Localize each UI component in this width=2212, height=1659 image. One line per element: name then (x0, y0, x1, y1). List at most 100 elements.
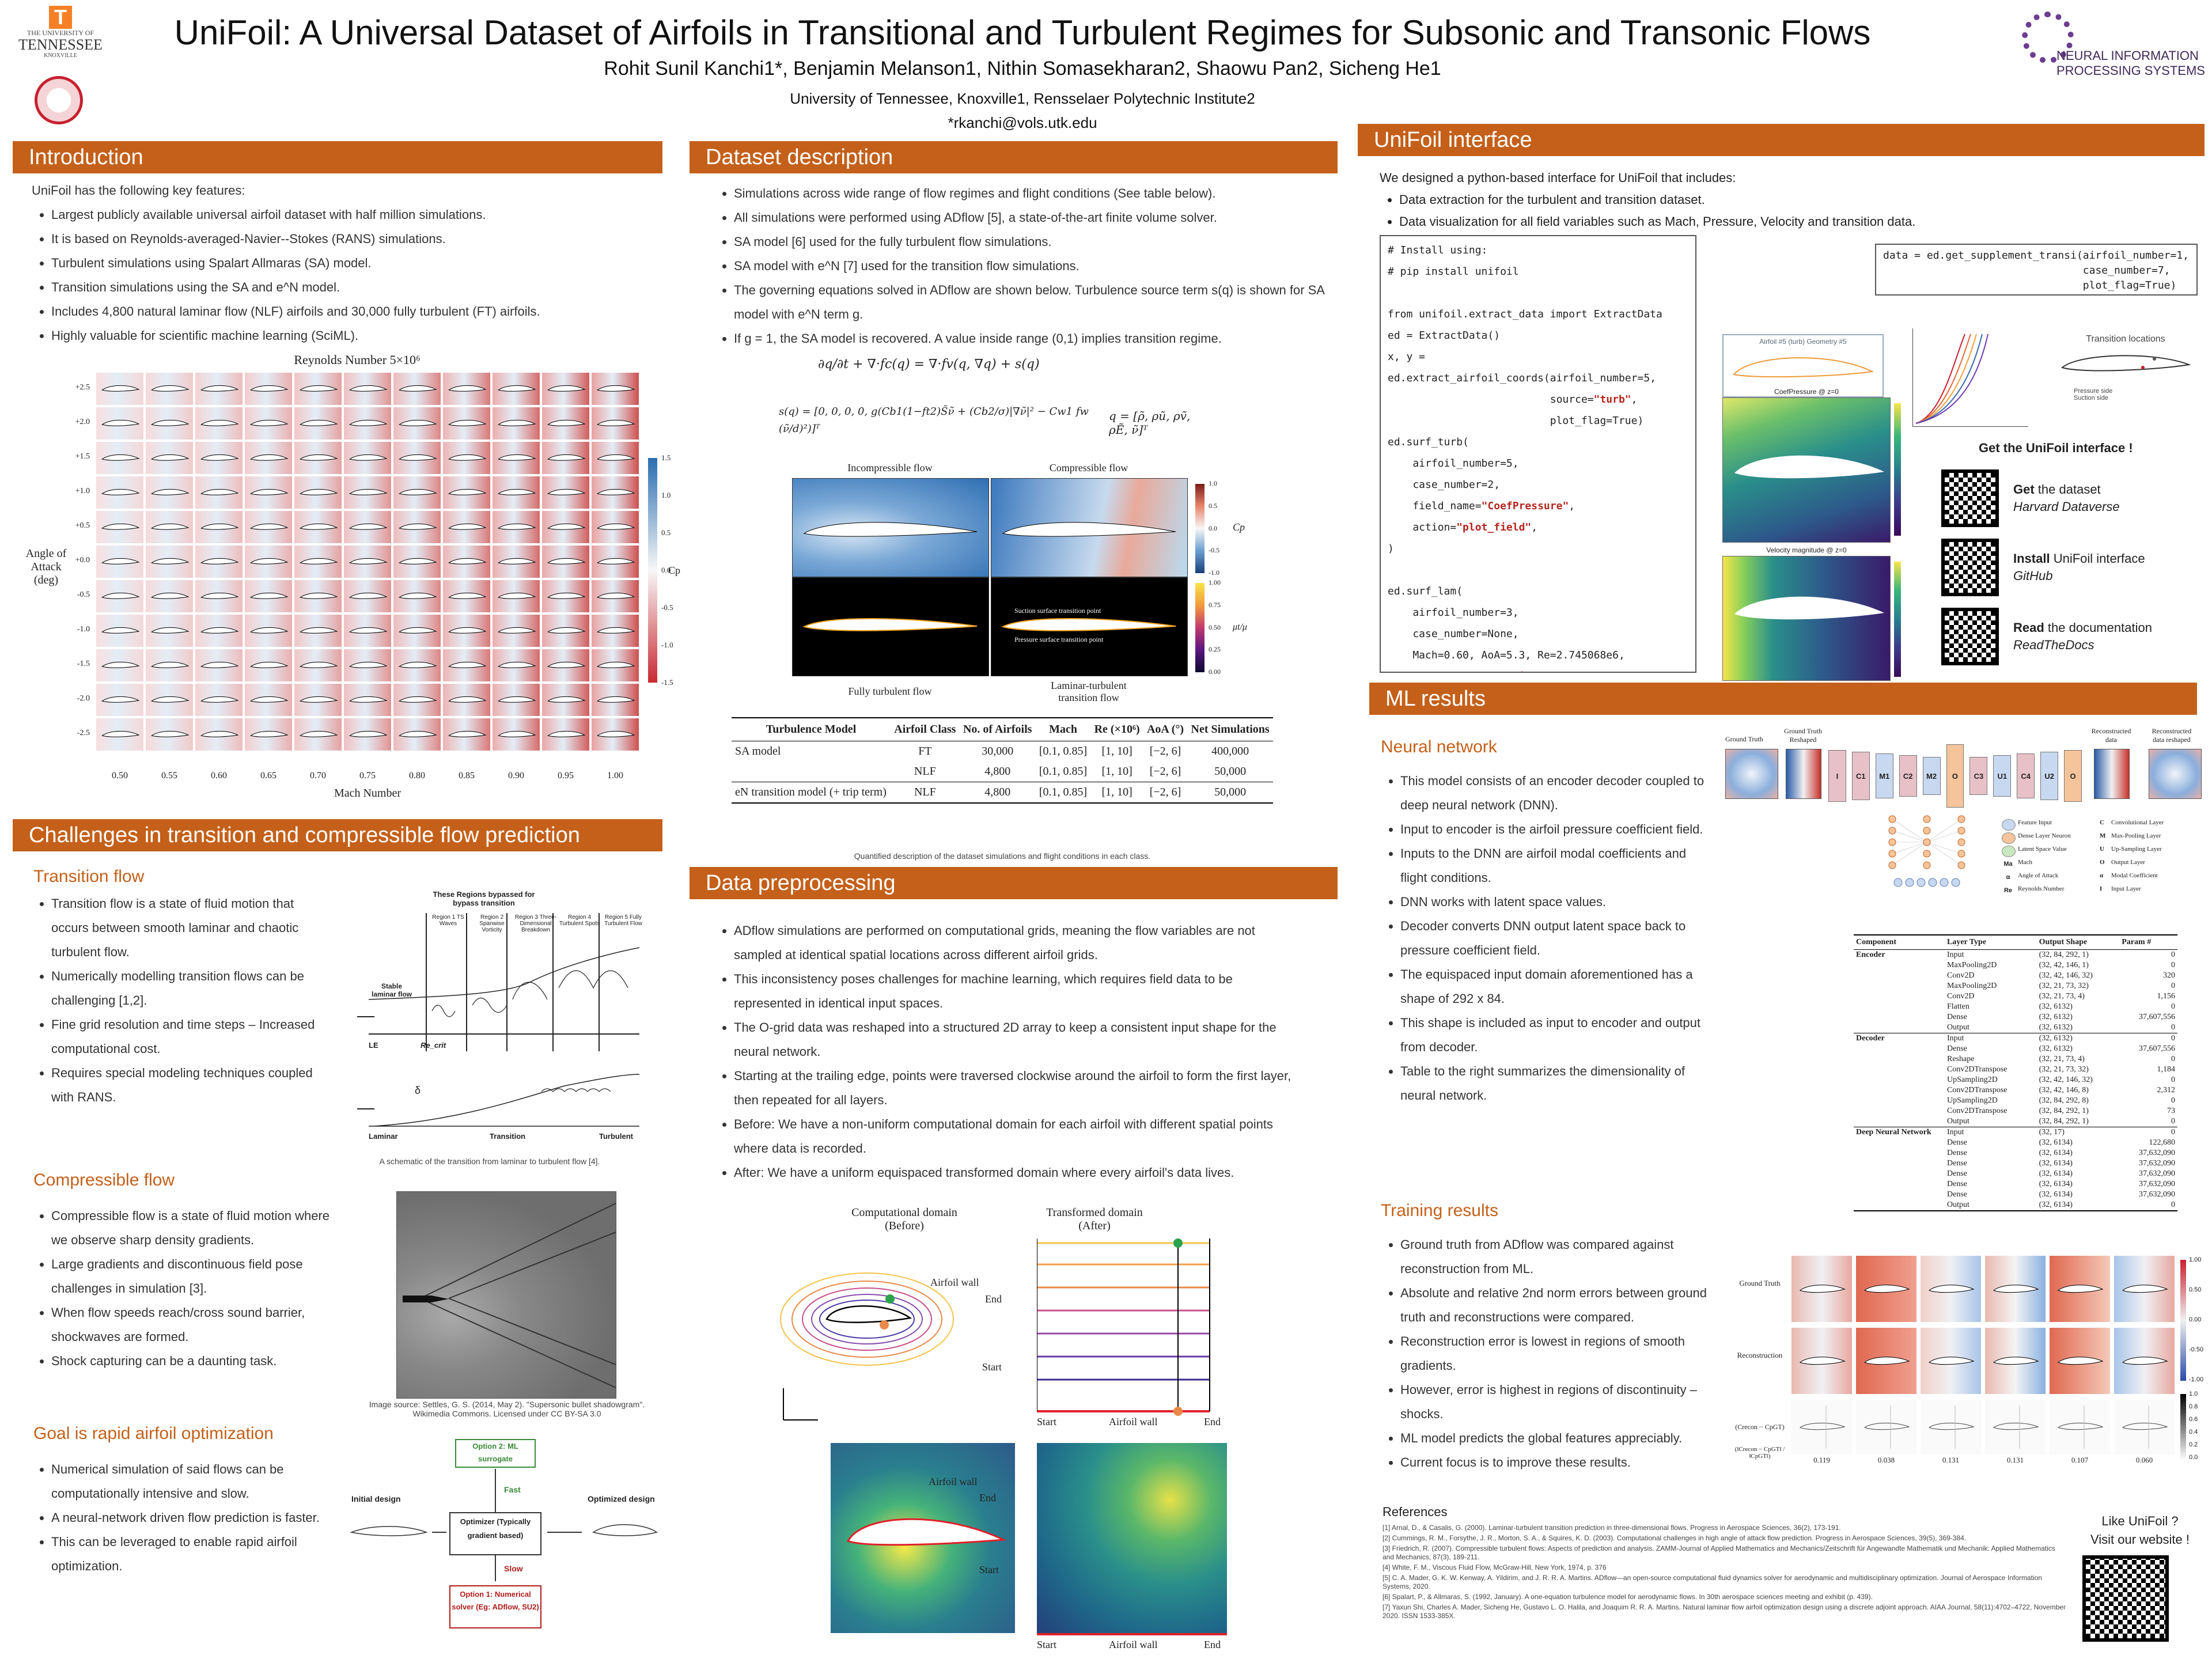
cp-grid-cell (443, 511, 490, 543)
flow-cbar-mu (1195, 583, 1205, 672)
arch-legend-label: Feature Input (2018, 819, 2052, 826)
cp-grid-cell (443, 476, 490, 509)
dataset-table: Turbulence Model Airfoil Class No. of Airf… (732, 717, 1273, 804)
interface-links: Get the dataset Harvard Dataverse Install … (1941, 469, 2195, 677)
code-line: x, y = (1388, 351, 1426, 363)
nn-table: Component Layer Type Output Shape Param # En… (1854, 934, 2177, 1211)
arch-recon-image (2094, 749, 2130, 799)
nn-table-component (1854, 1190, 1945, 1200)
rpi-seal (35, 76, 83, 124)
dataset-body: Simulations across wide range of flow re… (714, 181, 1336, 351)
res-error-cell (1856, 1400, 1916, 1455)
cp-grid-cell (294, 718, 342, 751)
cp-grid-cbar-ticks: 1.5 1.0 0.5 0.0 -0.5 -1.0 -1.5 (661, 453, 684, 687)
cp-grid-mach-label: 0.85 (459, 771, 475, 781)
nn-table-cell: 0 (2171, 961, 2175, 969)
nn-table-cell: Dense (1947, 1138, 1967, 1147)
nn-table-component (1854, 1158, 1945, 1169)
flow-cbar-tick: -0.5 (1209, 546, 1219, 555)
preprocessing-bullet: Before: We have a non-uniform computatio… (734, 1112, 1296, 1161)
interface-link-where: GitHub (2013, 569, 2053, 583)
interface-link-row[interactable]: Install UniFoil interface GitHub (1941, 539, 2195, 602)
cp-grid-cell (592, 476, 639, 509)
cp-grid-aoa-label: -1.0 (77, 625, 90, 634)
dataset-table-cell: 30,000 (982, 745, 1014, 757)
code-line: ) (1388, 543, 1394, 555)
transition-caption: A schematic of the transition from lamin… (379, 1157, 600, 1166)
res-row-label: Ground Truth (1739, 1279, 1781, 1287)
dataset-table-header: Mach (1049, 723, 1077, 736)
interface-link-row[interactable]: Read the documentation ReadTheDocs (1941, 608, 2195, 671)
flow-fig-turbulent (792, 577, 989, 676)
nn-table-component (1854, 1065, 1945, 1075)
interface-link-qr[interactable] (1941, 469, 1999, 527)
cp-grid-aoa-label: +0.5 (75, 521, 90, 530)
preprocessing-bullet: After: We have a uniform equispaced tran… (734, 1161, 1296, 1185)
nn-table-cell: (32, 6134) (2039, 1200, 2073, 1209)
res-error-cell (2114, 1400, 2175, 1455)
flow-cbar-tick: 0.25 (1209, 645, 1221, 654)
interface-link-row[interactable]: Get the dataset Harvard Dataverse (1941, 469, 2195, 533)
nn-table-cell: Conv2D (1947, 971, 1975, 980)
nn-table-cell: 37,632,090 (2139, 1149, 2175, 1157)
res-row-label: Reconstruction (1737, 1351, 1783, 1359)
code-line (1388, 282, 1688, 304)
code-line: # pip install unifoil (1388, 266, 1519, 278)
dataset-table-cell: 4,800 (984, 765, 1011, 778)
nn-table-cell: Input (1947, 950, 1964, 959)
cp-grid-cell (542, 718, 589, 751)
dataset-table-row: eN transition model (+ trip term) NLF 4,80… (732, 782, 1273, 803)
interface-link-verb: Install (2013, 551, 2050, 566)
dataset-bullet: The governing equations solved in ADflow… (734, 278, 1336, 327)
nn-bullet: Table to the right summarizes the dimens… (1400, 1059, 1709, 1108)
code-line: airfoil_number=3, (1388, 607, 1519, 619)
transition-label-laminar: Laminar (369, 1132, 398, 1141)
goal-title: Goal is rapid airfoil optimization (33, 1424, 274, 1443)
cp-grid (95, 372, 640, 752)
arch-legend-label: Latent Space Value (2018, 846, 2067, 853)
website-qr-code[interactable] (2082, 1555, 2169, 1642)
cp-grid-cell (493, 476, 540, 509)
nn-table-row: Reshape (32, 21, 73, 4) 0 (1854, 1054, 2177, 1065)
like-line2: Visit our website ! (2090, 1532, 2190, 1547)
code-line: # Install using: (1388, 244, 1488, 256)
transition-schematic: These Regions bypassed for bypass transi… (334, 890, 645, 1155)
cp-grid-cell (542, 684, 589, 716)
cp-grid-mach-label: 0.95 (558, 771, 574, 781)
comp-field-start-label: Start (979, 1564, 999, 1575)
train-body: Ground truth from ADflow was compared ag… (1381, 1233, 1715, 1475)
arch-legend-desc: Modal Coefficient (2111, 872, 2158, 879)
dataset-table-cell: [0.1, 0.85] (1039, 786, 1088, 798)
cp-grid-cell (542, 407, 589, 440)
compressible-body: Compressible flow is a state of fluid mo… (32, 1204, 331, 1373)
nn-table-cell: Reshape (1947, 1055, 1975, 1063)
nn-table-cell: 73 (2167, 1107, 2175, 1115)
dataset-table-cell: 50,000 (1214, 786, 1247, 798)
cp-grid-cell (542, 649, 589, 681)
nn-table-component (1854, 991, 1945, 1002)
res-error-cell (1791, 1400, 1852, 1455)
transition-bullet: Transition flow is a state of fluid moti… (51, 892, 331, 964)
interface-plot-mach (1912, 328, 2028, 427)
cp-grid-cell (245, 580, 292, 612)
code-line: data = ed.get_supplement_transi(airfoil_… (1883, 249, 2190, 262)
arch-layer: M1 (1875, 753, 1893, 798)
dataset-table-header-row: Turbulence Model Airfoil Class No. of Airf… (732, 718, 1273, 741)
reference-item: [3] Friedrich, R. (2007). Compressible t… (1382, 1544, 2055, 1561)
nn-table-cell: (32, 6132) (2039, 1013, 2073, 1021)
transition-body: Transition flow is a state of fluid moti… (32, 892, 331, 1109)
cp-grid-cell (393, 373, 441, 405)
interface-link-qr[interactable] (1941, 608, 1999, 665)
arch-label-gt-reshaped: Ground Truth Reshaped (1784, 727, 1822, 744)
nn-table-cell: UpSampling2D (1947, 1075, 1998, 1084)
cp-grid-cell (344, 580, 391, 612)
interface-link-qr[interactable] (1941, 539, 1999, 596)
nn-table-row: Dense (32, 6132) 37,607,556 (1854, 1012, 2177, 1022)
res-error-cell (1985, 1400, 2046, 1455)
interface-link-rest: UniFoil interface (2050, 551, 2145, 566)
goal-bullet: Numerical simulation of said flows can b… (51, 1457, 331, 1506)
dataset-table-caption: Quantified description of the dataset si… (854, 851, 1151, 861)
res-cbar2-tick: 0.0 (2189, 1454, 2198, 1461)
equation-q: q = [ρ̃, ρũ, ρṽ, ρẼ, ν̃]ᵀ (1109, 409, 1191, 437)
nn-table-cell: 122,680 (2149, 1138, 2176, 1147)
